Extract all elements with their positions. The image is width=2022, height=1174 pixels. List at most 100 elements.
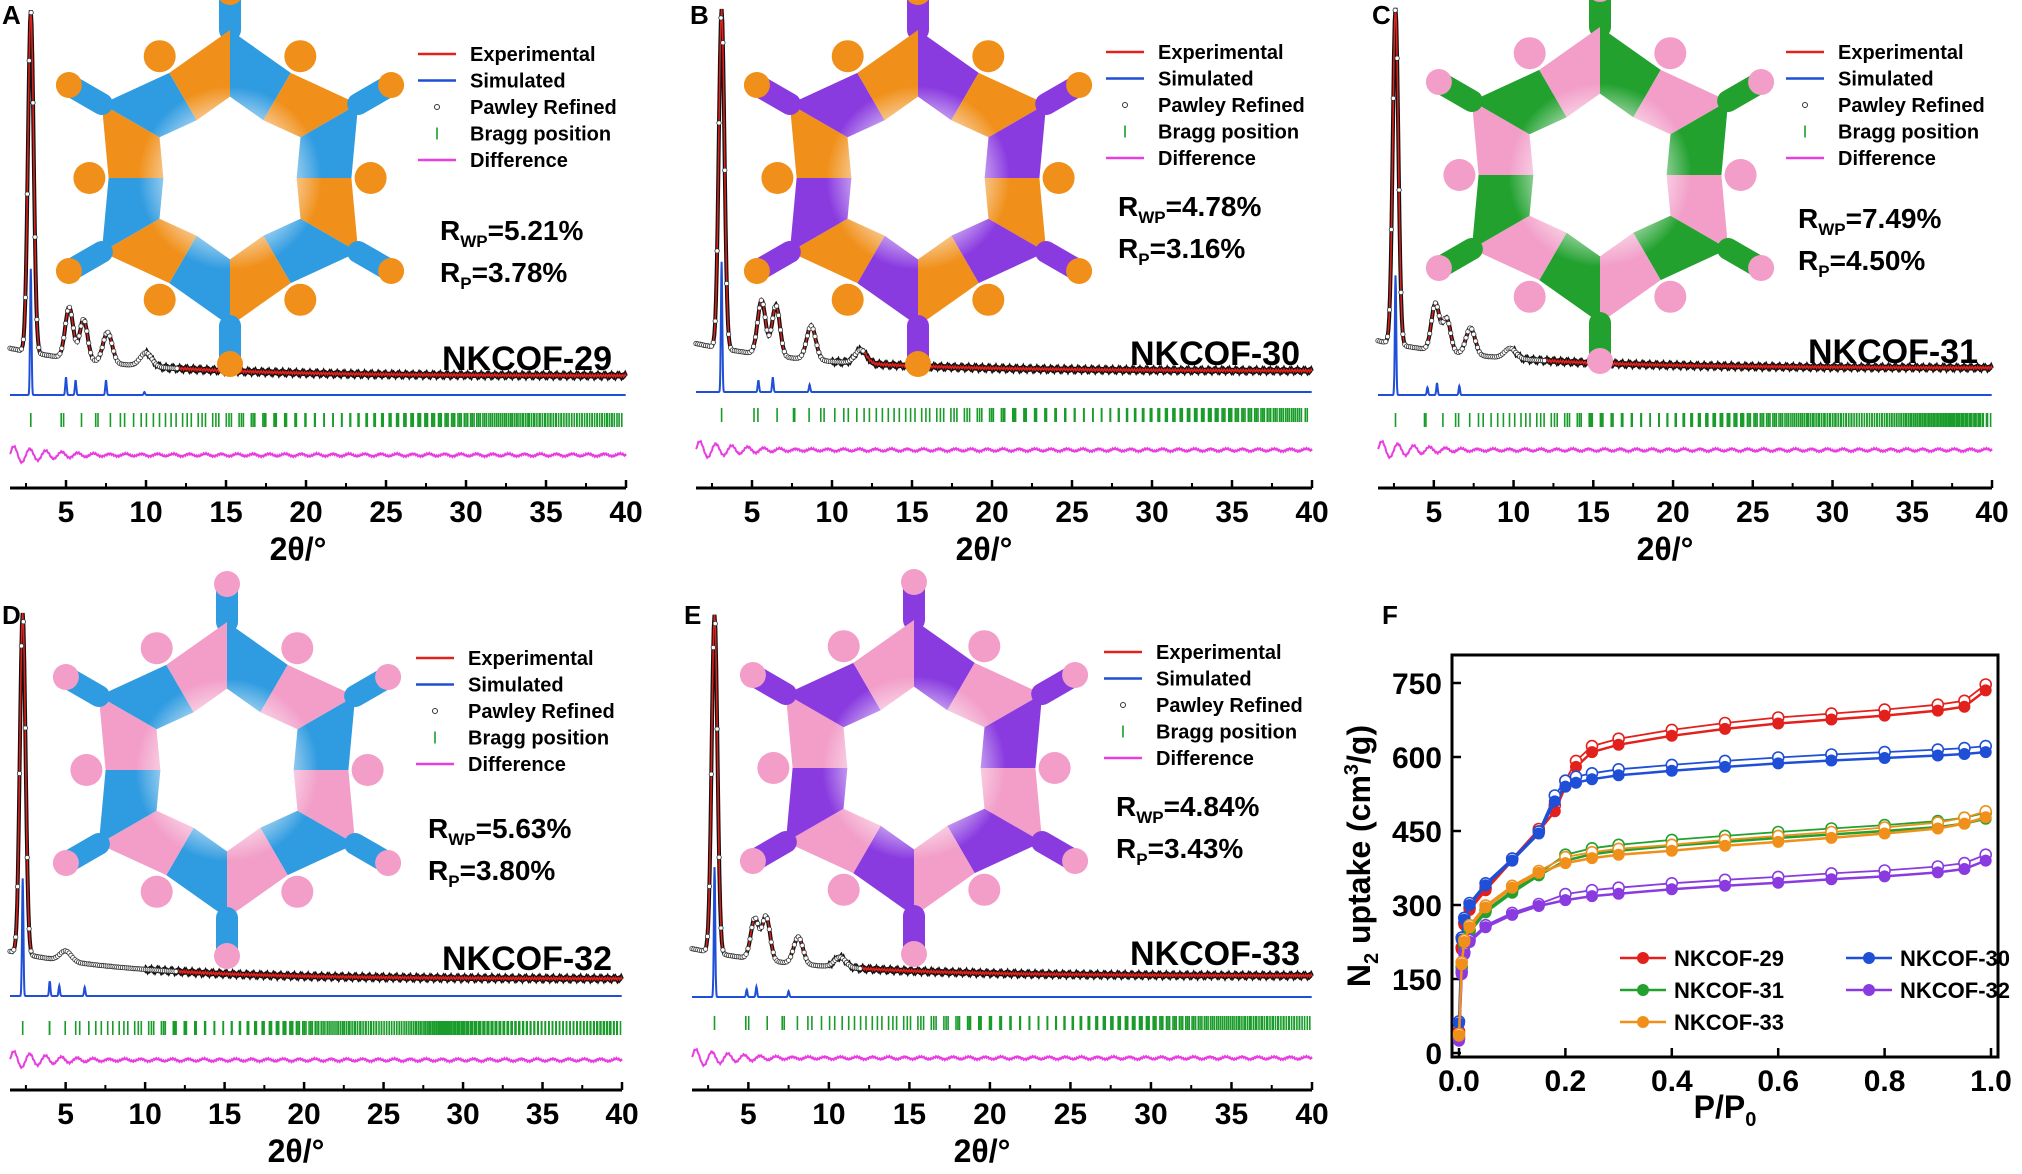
x-axis-label: 2θ/° bbox=[954, 1133, 1011, 1169]
pawley-point bbox=[20, 336, 26, 342]
pawley-point bbox=[1448, 330, 1454, 336]
legend-entry: NKCOF-29 bbox=[1620, 946, 1784, 971]
legend-swatch-pawley bbox=[1120, 702, 1126, 708]
adsorption-point bbox=[1665, 729, 1678, 742]
x-tick-label: 10 bbox=[1497, 496, 1530, 529]
legend-swatch-pawley bbox=[432, 708, 438, 714]
x-tick-label: 20 bbox=[289, 496, 322, 529]
framework-node bbox=[1748, 255, 1775, 281]
x-tick-label: 30 bbox=[1134, 1098, 1167, 1131]
x-tick-label: 30 bbox=[449, 496, 482, 529]
x-tick-label: 15 bbox=[209, 496, 242, 529]
pawley-point bbox=[22, 294, 28, 301]
legend-label: Difference bbox=[1156, 748, 1254, 770]
legend-label: NKCOF-30 bbox=[1900, 946, 2010, 971]
pawley-point bbox=[797, 936, 803, 943]
x-tick-label: 40 bbox=[605, 1098, 638, 1131]
y-tick-label: 450 bbox=[1392, 816, 1442, 849]
pawley-point bbox=[747, 936, 753, 942]
y-tick-label: 600 bbox=[1392, 742, 1442, 775]
sample-name: NKCOF-30 bbox=[1130, 335, 1300, 373]
panel-f: F 0.0 0.2 0.4 0.6 0.8 1.0 0 150 300 450 600 750 P/P… bbox=[1341, 600, 2012, 1131]
framework-node bbox=[1587, 348, 1613, 374]
pawley-point bbox=[18, 643, 24, 649]
pawley-point bbox=[1425, 339, 1431, 345]
framework-node bbox=[1062, 848, 1089, 874]
rwp-value: RWP=4.84% bbox=[1116, 791, 1259, 827]
y-tick-label: 0 bbox=[1425, 1038, 1442, 1071]
adsorption-point bbox=[1825, 831, 1838, 844]
pawley-point bbox=[15, 883, 21, 890]
pawley-point bbox=[710, 644, 716, 651]
pawley-point bbox=[712, 620, 718, 627]
framework-node bbox=[972, 40, 1005, 73]
framework-node bbox=[281, 875, 314, 908]
pawley-point bbox=[768, 327, 774, 333]
pawley-point bbox=[26, 926, 32, 932]
framework-node bbox=[901, 941, 927, 967]
panel-label: F bbox=[1382, 600, 1398, 630]
panel-label: E bbox=[684, 600, 701, 630]
simulated-line bbox=[696, 261, 1312, 393]
framework-node bbox=[901, 569, 927, 595]
framework-node bbox=[1443, 159, 1476, 191]
framework-node bbox=[968, 873, 1001, 906]
pawley-point bbox=[802, 341, 809, 347]
pawley-point bbox=[749, 348, 755, 354]
pawley-point bbox=[1473, 338, 1479, 344]
x-tick-label: 40 bbox=[1295, 1098, 1328, 1131]
pawley-point bbox=[798, 352, 805, 358]
framework-node bbox=[831, 283, 864, 316]
pawley-point bbox=[1398, 289, 1404, 295]
x-tick-label: 10 bbox=[812, 1098, 845, 1131]
legend-label: Simulated bbox=[468, 675, 564, 697]
pawley-point bbox=[762, 314, 768, 320]
framework-node bbox=[905, 351, 931, 377]
pawley-point bbox=[28, 948, 34, 954]
adsorption-point bbox=[1532, 900, 1545, 912]
pawley-point bbox=[61, 335, 67, 341]
x-tick-label: 30 bbox=[1135, 496, 1168, 529]
x-tick-label: 20 bbox=[1656, 496, 1689, 529]
panel-b: B NKCOF-30 RWP=4.78% RP=3.16% Experiment… bbox=[690, 0, 1329, 567]
framework-node bbox=[1425, 255, 1452, 281]
adsorption-point bbox=[1958, 817, 1971, 830]
pawley-point bbox=[34, 316, 40, 323]
pawley-point bbox=[775, 312, 782, 318]
x-tick-label: 25 bbox=[367, 1098, 400, 1131]
framework-node bbox=[52, 664, 79, 690]
pawley-point bbox=[716, 854, 722, 860]
x-tick-label: 1.0 bbox=[1970, 1065, 2012, 1098]
pawley-point bbox=[720, 947, 726, 953]
pawley-point bbox=[1390, 95, 1396, 101]
x-axis-label: 2θ/° bbox=[268, 1133, 325, 1169]
pawley-point bbox=[1429, 318, 1435, 324]
x-tick-label: 40 bbox=[609, 496, 642, 529]
framework-node bbox=[743, 72, 770, 98]
pawley-point bbox=[708, 771, 714, 777]
pawley-point bbox=[816, 349, 822, 355]
adsorption-point bbox=[1463, 899, 1476, 911]
adsorption-point bbox=[1931, 749, 1944, 762]
adsorption-point bbox=[1463, 921, 1476, 934]
framework-node bbox=[761, 162, 794, 194]
adsorption-point bbox=[1772, 717, 1785, 730]
rp-value: RP=3.16% bbox=[1118, 233, 1245, 269]
x-tick-label: 25 bbox=[1055, 496, 1088, 529]
pawley-point bbox=[758, 924, 765, 930]
adsorption-point bbox=[1878, 752, 1891, 764]
pawley-point bbox=[810, 326, 816, 332]
x-tick-label: 5 bbox=[744, 496, 761, 529]
legend-entry: Experimental bbox=[416, 648, 594, 670]
legend-label: Difference bbox=[1158, 148, 1256, 170]
pawley-point bbox=[70, 325, 77, 331]
pawley-point bbox=[82, 318, 88, 325]
legend-entry: Pawley Refined bbox=[1120, 695, 1303, 717]
pawley-point bbox=[1386, 307, 1393, 313]
pawley-point bbox=[74, 339, 80, 345]
pawley-point bbox=[766, 926, 772, 932]
pore-center bbox=[178, 713, 276, 827]
framework-node bbox=[1038, 752, 1071, 784]
simulated-line bbox=[10, 878, 622, 997]
legend-entry: Bragg position bbox=[436, 124, 611, 146]
